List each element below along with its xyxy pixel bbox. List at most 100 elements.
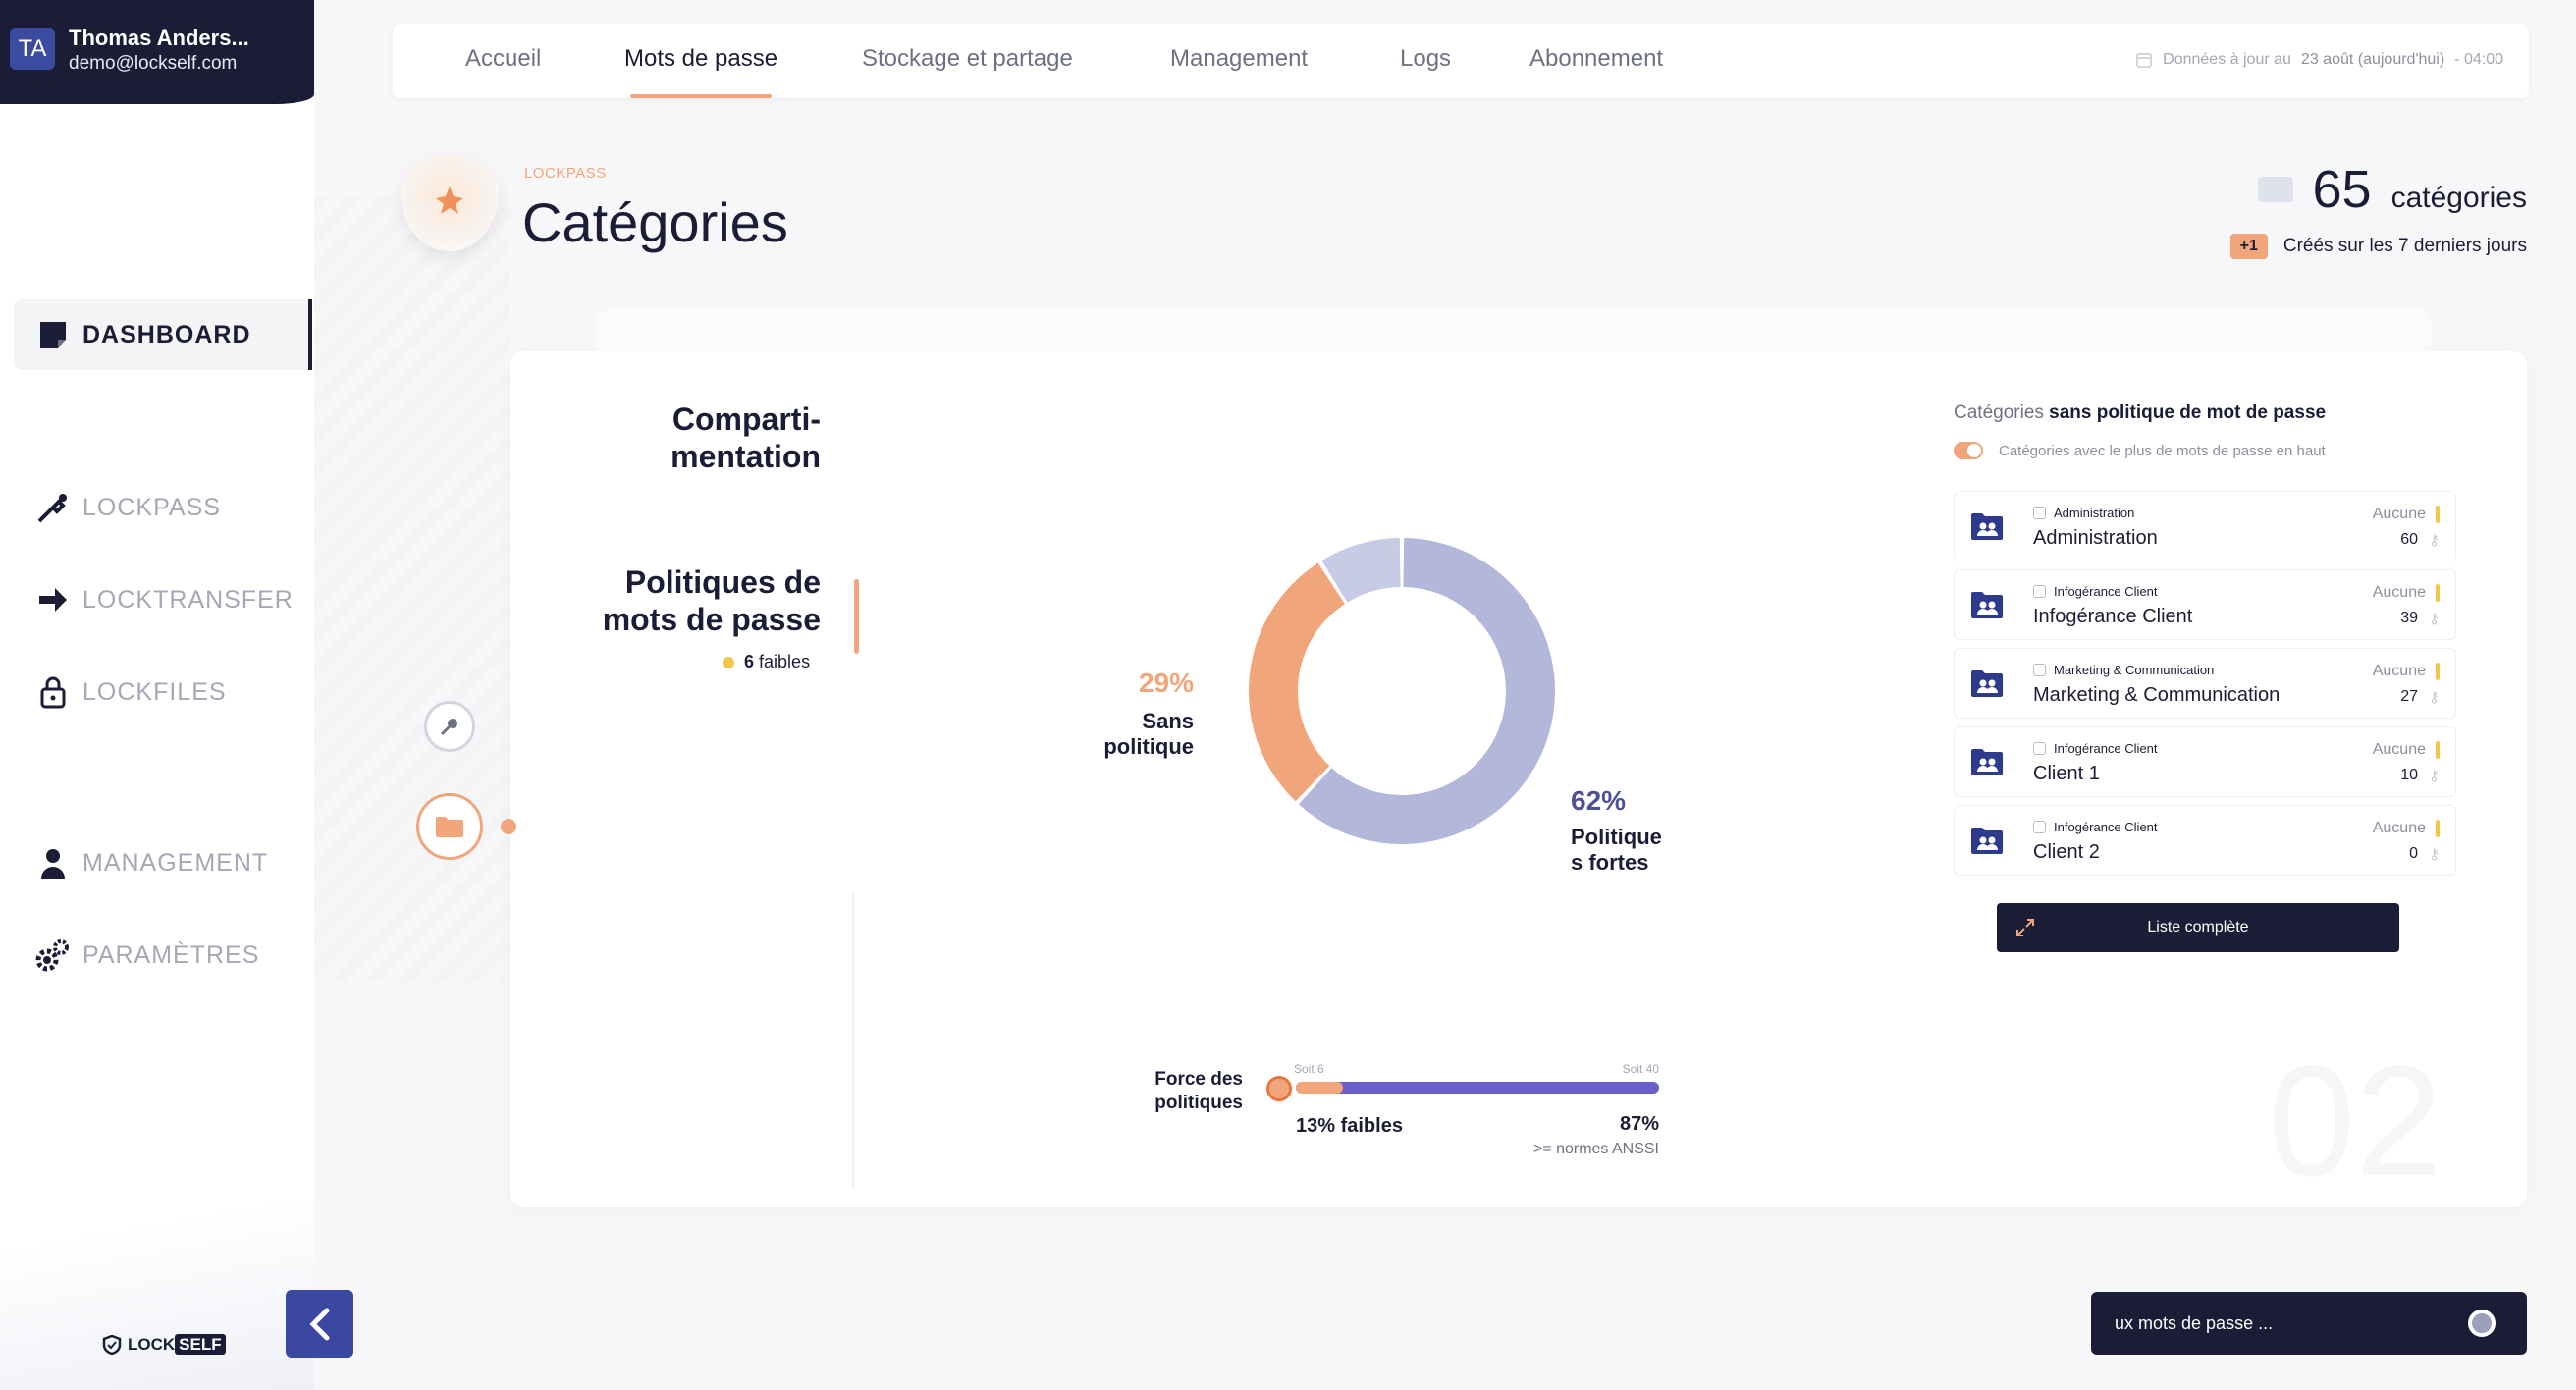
sort-toggle-label: Catégories avec le plus de mots de passe… [1999, 442, 2326, 459]
sort-toggle[interactable] [1954, 442, 1983, 459]
recent-label: Créés sur les 7 derniers jours [2282, 236, 2527, 256]
donut-slice-autre[interactable] [1321, 538, 1401, 603]
tab-logs[interactable]: Logs [1400, 45, 1452, 72]
policy-indicator [2436, 741, 2440, 759]
force-norm: >= normes ANSSI [1532, 1141, 1659, 1157]
category-policy: Aucune [2372, 663, 2426, 679]
policy-indicator [2436, 506, 2440, 523]
bottom-loading-bar[interactable]: ux mots de passe ... [2091, 1292, 2527, 1355]
category-password-count: 39 [2400, 610, 2418, 626]
category-policy: Aucune [2372, 741, 2426, 758]
shared-folder-icon [1971, 513, 2003, 540]
shield-logo-icon [102, 1335, 122, 1355]
policies-donut-chart [1249, 538, 1555, 844]
strength-bar [1296, 1082, 1659, 1094]
key-step-button[interactable] [424, 701, 475, 752]
step-indicator-dot [501, 819, 516, 834]
policy-indicator [2436, 584, 2440, 602]
brand-lock: LOCK [128, 1335, 176, 1354]
category-shield-icon [401, 153, 499, 251]
checkbox-icon [2033, 664, 2046, 676]
recent-created: +1 Créés sur les 7 derniers jours [2229, 234, 2527, 259]
category-parent: Infogérance Client [2033, 584, 2158, 599]
list-title-prefix: Catégories [1954, 402, 2044, 423]
sidebar-item-lockpass[interactable]: LOCKPASS [14, 472, 312, 543]
force-weak: 13% faibles [1296, 1115, 1403, 1137]
weak-label: faibles [759, 652, 811, 671]
category-parent: Infogérance Client [2033, 820, 2158, 834]
sidebar-item-label: LOCKPASS [82, 493, 221, 521]
sidebar-item-dashboard[interactable]: DASHBOARD [14, 299, 312, 370]
section-compartimentation[interactable]: Comparti- mentation [671, 401, 821, 474]
category-parent: Administration [2033, 506, 2134, 520]
weak-dot [723, 656, 734, 668]
category-row[interactable]: Marketing & Communication Marketing & Com… [1954, 648, 2456, 719]
force-label: Force des politiques [1154, 1069, 1243, 1113]
folder-icon [436, 817, 463, 837]
donut-label-right: 62% Politique s fortes [1571, 785, 1662, 876]
key-icon: ⚷ [2429, 689, 2440, 706]
update-date: 23 août (aujourd'hui) [2300, 51, 2445, 68]
top-navigation: Accueil Mots de passe Stockage et partag… [393, 24, 2529, 98]
key-icon [440, 719, 457, 736]
pct-sans-politique: 29% [1138, 668, 1194, 698]
policy-indicator [2436, 820, 2440, 837]
category-count-number: 65 [2312, 160, 2372, 219]
sidebar-item-locktransfer[interactable]: LOCKTRANSFER [14, 564, 312, 635]
shared-folder-icon [1971, 670, 2003, 697]
category-parent-label: Infogérance Client [2054, 741, 2158, 756]
calendar-icon [2136, 53, 2152, 68]
sidebar: TA Thomas Anders... demo@lockself.com DA… [0, 0, 314, 1390]
key-icon: ⚷ [2429, 768, 2440, 784]
strength-bar-knob[interactable] [1266, 1076, 1292, 1101]
weak-count: 6 [744, 652, 755, 671]
category-count-label: catégories [2390, 182, 2527, 214]
full-list-button[interactable]: Liste complète [1997, 903, 2399, 952]
weak-policies-count: 6 faibles [723, 652, 810, 672]
tab-accueil[interactable]: Accueil [465, 45, 542, 72]
chevron-left-icon [308, 1308, 329, 1340]
category-name: Client 2 [2033, 841, 2100, 863]
page-title: Catégories [522, 191, 788, 253]
soit-strong: Soit 40 [1622, 1062, 1659, 1076]
tab-abonnement[interactable]: Abonnement [1530, 45, 1664, 72]
user-email: demo@lockself.com [69, 53, 238, 74]
folder-step-button[interactable] [416, 793, 483, 860]
bottom-bar-text: ux mots de passe ... [2115, 1312, 2274, 1333]
category-parent: Infogérance Client [2033, 741, 2158, 756]
category-row[interactable]: Infogérance Client Infogérance Client Aucu… [1954, 569, 2456, 640]
sort-toggle-row: Catégories avec le plus de mots de passe… [1954, 442, 2326, 459]
category-policy: Aucune [2372, 584, 2426, 601]
sidebar-item-label: DASHBOARD [82, 320, 251, 348]
tab-management[interactable]: Management [1170, 45, 1309, 72]
category-row[interactable]: Infogérance Client Client 1 Aucune 10 ⚷ [1954, 726, 2456, 797]
category-row[interactable]: Administration Administration Aucune 60 ⚷ [1954, 491, 2456, 561]
sidebar-item-parametres[interactable]: PARAMÈTRES [14, 920, 312, 990]
tab-stockage-et-partage[interactable]: Stockage et partage [862, 45, 1073, 72]
arrow-right-icon [24, 586, 82, 614]
sidebar-item-lockfiles[interactable]: LOCKFILES [14, 657, 312, 727]
category-policy: Aucune [2372, 506, 2426, 522]
donut-slice-sans-politique[interactable] [1249, 562, 1345, 802]
section-politiques[interactable]: Politiques de mots de passe [602, 564, 821, 637]
avatar[interactable]: TA [10, 28, 55, 70]
sidebar-item-label: LOCKTRANSFER [82, 585, 294, 614]
background-pattern [314, 196, 510, 982]
category-row[interactable]: Infogérance Client Client 2 Aucune 0 ⚷ [1954, 805, 2456, 876]
donut-slice-politiques-fortes[interactable] [1298, 538, 1555, 844]
user-block[interactable]: TA Thomas Anders... demo@lockself.com [0, 0, 314, 104]
update-info: Données à jour au 23 août (aujourd'hui) … [2135, 51, 2503, 69]
tab-mots-de-passe[interactable]: Mots de passe [624, 45, 778, 98]
category-parent-label: Infogérance Client [2054, 584, 2158, 599]
category-name: Marketing & Communication [2033, 684, 2281, 706]
key-pen-icon [24, 490, 82, 525]
category-name: Administration [2033, 527, 2158, 549]
collapse-sidebar-button[interactable] [286, 1290, 353, 1358]
category-name: Client 1 [2033, 763, 2100, 784]
soit-weak: Soit 6 [1294, 1062, 1324, 1076]
dashboard-icon [24, 319, 82, 350]
divider [852, 893, 854, 1188]
list-title: Catégories sans politique de mot de pass… [1954, 402, 2326, 424]
update-time: - 04:00 [2454, 51, 2503, 68]
sidebar-item-management[interactable]: MANAGEMENT [14, 828, 312, 898]
